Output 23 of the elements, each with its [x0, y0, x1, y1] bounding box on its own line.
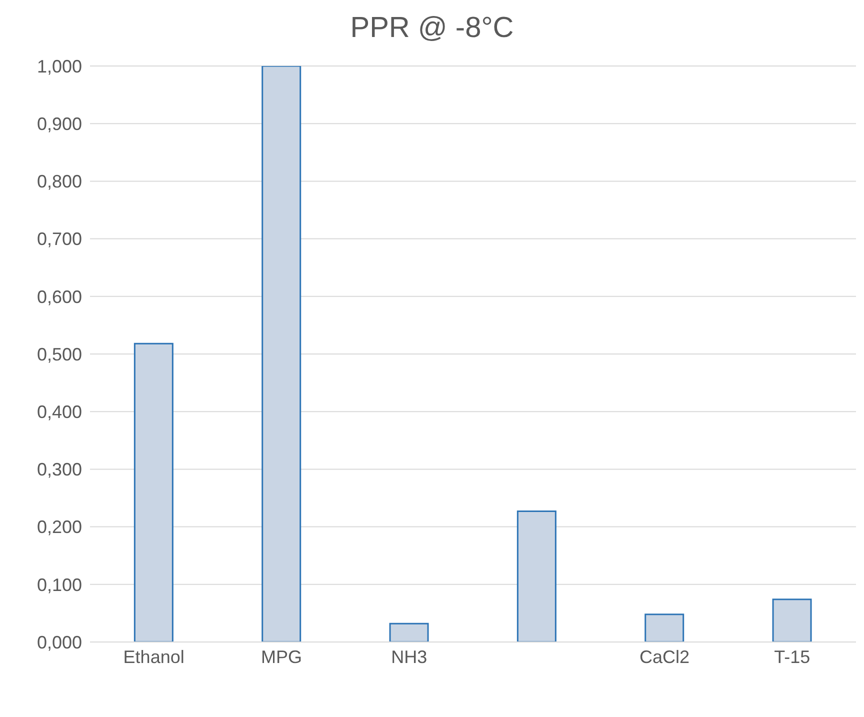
- y-tick-label: 0,900: [36, 114, 82, 134]
- y-tick-label: 0,800: [36, 172, 82, 192]
- x-tick-label: T-15: [774, 646, 810, 667]
- bar: [644, 614, 684, 642]
- y-tick-label: 0,700: [36, 229, 82, 250]
- x-tick-label: Ethanol: [123, 646, 184, 667]
- x-tick-label: NH3: [391, 646, 428, 667]
- y-tick-label: 1,000: [36, 56, 82, 76]
- bar: [516, 510, 556, 642]
- x-tick-label: MPG: [260, 646, 302, 667]
- y-tick-label: 0,600: [36, 286, 82, 307]
- chart-title: PPR @ -8°C: [349, 11, 515, 46]
- y-tick-label: 0,200: [36, 517, 82, 538]
- bar: [389, 622, 429, 642]
- x-tick-label: CaCl2: [639, 646, 690, 667]
- bar: [772, 598, 812, 642]
- bar: [134, 342, 174, 642]
- y-tick-label: 0,500: [36, 344, 82, 364]
- bar: [262, 66, 302, 642]
- y-tick-label: 0,400: [36, 402, 82, 422]
- y-tick-label: 0,300: [36, 460, 82, 480]
- y-tick-label: 0,000: [36, 632, 82, 652]
- y-tick-label: 0,100: [36, 574, 82, 595]
